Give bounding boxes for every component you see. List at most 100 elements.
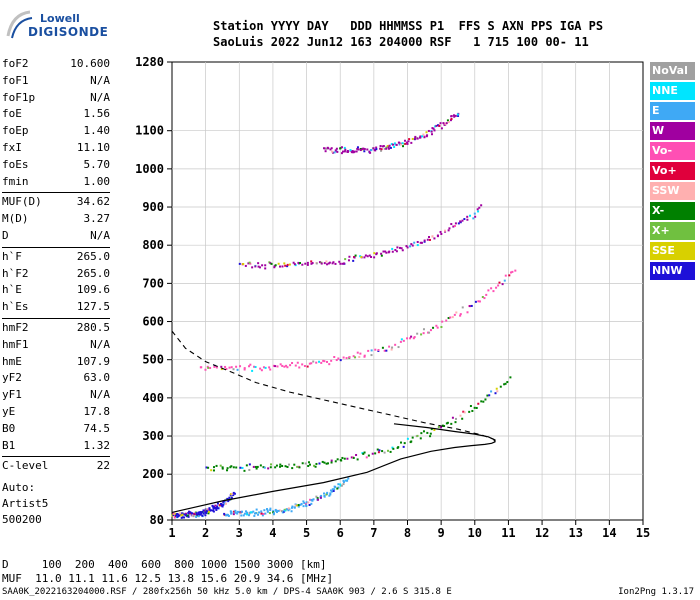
echo-point bbox=[480, 400, 483, 403]
echo-point bbox=[306, 261, 309, 264]
echo-point bbox=[401, 249, 404, 252]
param-name: fxI bbox=[2, 140, 22, 154]
echo-point bbox=[315, 262, 318, 265]
echo-point bbox=[262, 512, 265, 515]
echo-point bbox=[200, 366, 203, 369]
echo-point bbox=[391, 346, 394, 349]
echo-point bbox=[379, 147, 382, 150]
echo-point bbox=[252, 465, 255, 468]
echo-point bbox=[443, 425, 446, 428]
echo-point bbox=[400, 441, 403, 444]
x-tick-label: 10 bbox=[468, 526, 482, 540]
echo-point bbox=[352, 456, 355, 459]
echo-point bbox=[209, 366, 212, 369]
echo-point bbox=[320, 494, 323, 497]
echo-point bbox=[264, 366, 267, 369]
param-name: h`F2 bbox=[2, 266, 29, 280]
echo-point bbox=[260, 512, 263, 515]
echo-point bbox=[402, 445, 405, 448]
echo-point bbox=[430, 428, 433, 431]
echo-point bbox=[385, 147, 388, 150]
echo-point bbox=[276, 365, 279, 368]
echo-point bbox=[242, 262, 245, 265]
echo-point bbox=[476, 208, 479, 211]
echo-point bbox=[343, 146, 346, 149]
echo-point bbox=[274, 466, 277, 469]
param-value: 265.0 bbox=[76, 266, 110, 280]
param-row: hmF2 280.5 bbox=[2, 321, 110, 338]
echo-point bbox=[294, 503, 297, 506]
autoscaling-info: Auto: Artist5 500200 bbox=[2, 480, 48, 528]
param-row: MUF(D) 34.62 bbox=[2, 195, 110, 212]
echo-point bbox=[445, 122, 448, 125]
echo-point bbox=[216, 502, 219, 505]
echo-point bbox=[315, 462, 318, 465]
echo-point bbox=[304, 502, 307, 505]
echo-point bbox=[284, 264, 287, 267]
echo-point bbox=[325, 462, 328, 465]
echo-point bbox=[320, 361, 323, 364]
echo-point bbox=[262, 366, 265, 369]
echo-point bbox=[221, 467, 224, 470]
echo-point bbox=[292, 261, 295, 264]
echo-point bbox=[430, 130, 433, 133]
echo-point bbox=[202, 512, 205, 515]
echo-point bbox=[377, 349, 380, 352]
echo-point bbox=[433, 129, 436, 132]
echo-point bbox=[503, 279, 506, 282]
echo-point bbox=[223, 502, 226, 505]
echo-point bbox=[391, 247, 394, 250]
echo-point bbox=[337, 483, 340, 486]
echo-point bbox=[421, 135, 424, 138]
echo-point bbox=[174, 512, 177, 515]
echo-point bbox=[274, 365, 277, 368]
param-row: yE 17.8 bbox=[2, 405, 110, 422]
echo-point bbox=[450, 115, 453, 118]
echo-point bbox=[212, 507, 215, 510]
echo-point bbox=[461, 417, 464, 420]
echo-point bbox=[411, 244, 414, 247]
echo-point bbox=[380, 149, 383, 152]
echo-point bbox=[264, 267, 267, 270]
echo-point bbox=[468, 410, 471, 413]
param-value: 3.27 bbox=[83, 212, 111, 226]
echo-point bbox=[176, 512, 179, 515]
echo-point bbox=[380, 148, 383, 151]
echo-point bbox=[453, 313, 456, 316]
muf-frequency-row: MUF 11.0 11.1 11.6 12.5 13.8 15.6 20.9 3… bbox=[2, 572, 334, 585]
echo-point bbox=[296, 504, 299, 507]
echo-point bbox=[243, 368, 246, 371]
echo-point bbox=[346, 479, 349, 482]
echo-point bbox=[402, 145, 405, 148]
echo-point bbox=[355, 453, 358, 456]
echo-point bbox=[259, 464, 262, 467]
y-tick-label: 500 bbox=[142, 353, 164, 367]
echo-point bbox=[310, 260, 313, 263]
echo-point bbox=[436, 326, 439, 329]
param-name: yE bbox=[2, 404, 16, 418]
trace-f2-3rd-hop bbox=[238, 204, 483, 270]
param-name: h`Es bbox=[2, 300, 29, 314]
param-row: fmin 1.00 bbox=[2, 175, 110, 192]
echo-point bbox=[232, 466, 235, 469]
echo-point bbox=[334, 486, 337, 489]
echo-point bbox=[213, 365, 216, 368]
echo-point bbox=[247, 262, 250, 265]
echo-point bbox=[343, 150, 346, 153]
param-row: h`F2 265.0 bbox=[2, 267, 110, 284]
echo-point bbox=[340, 152, 343, 155]
param-value: 1.32 bbox=[83, 438, 111, 452]
echo-point bbox=[330, 490, 333, 493]
echo-point bbox=[342, 483, 345, 486]
echo-point bbox=[273, 512, 276, 515]
echo-point bbox=[478, 300, 481, 303]
echo-point bbox=[283, 365, 286, 368]
echo-point bbox=[509, 376, 512, 379]
echo-point bbox=[342, 479, 345, 482]
echo-point bbox=[267, 467, 270, 470]
param-name: foF1p bbox=[2, 90, 36, 104]
param-row: M(D) 3.27 bbox=[2, 212, 110, 229]
echo-point bbox=[323, 494, 326, 497]
echo-point bbox=[450, 422, 453, 425]
echo-point bbox=[346, 150, 349, 153]
